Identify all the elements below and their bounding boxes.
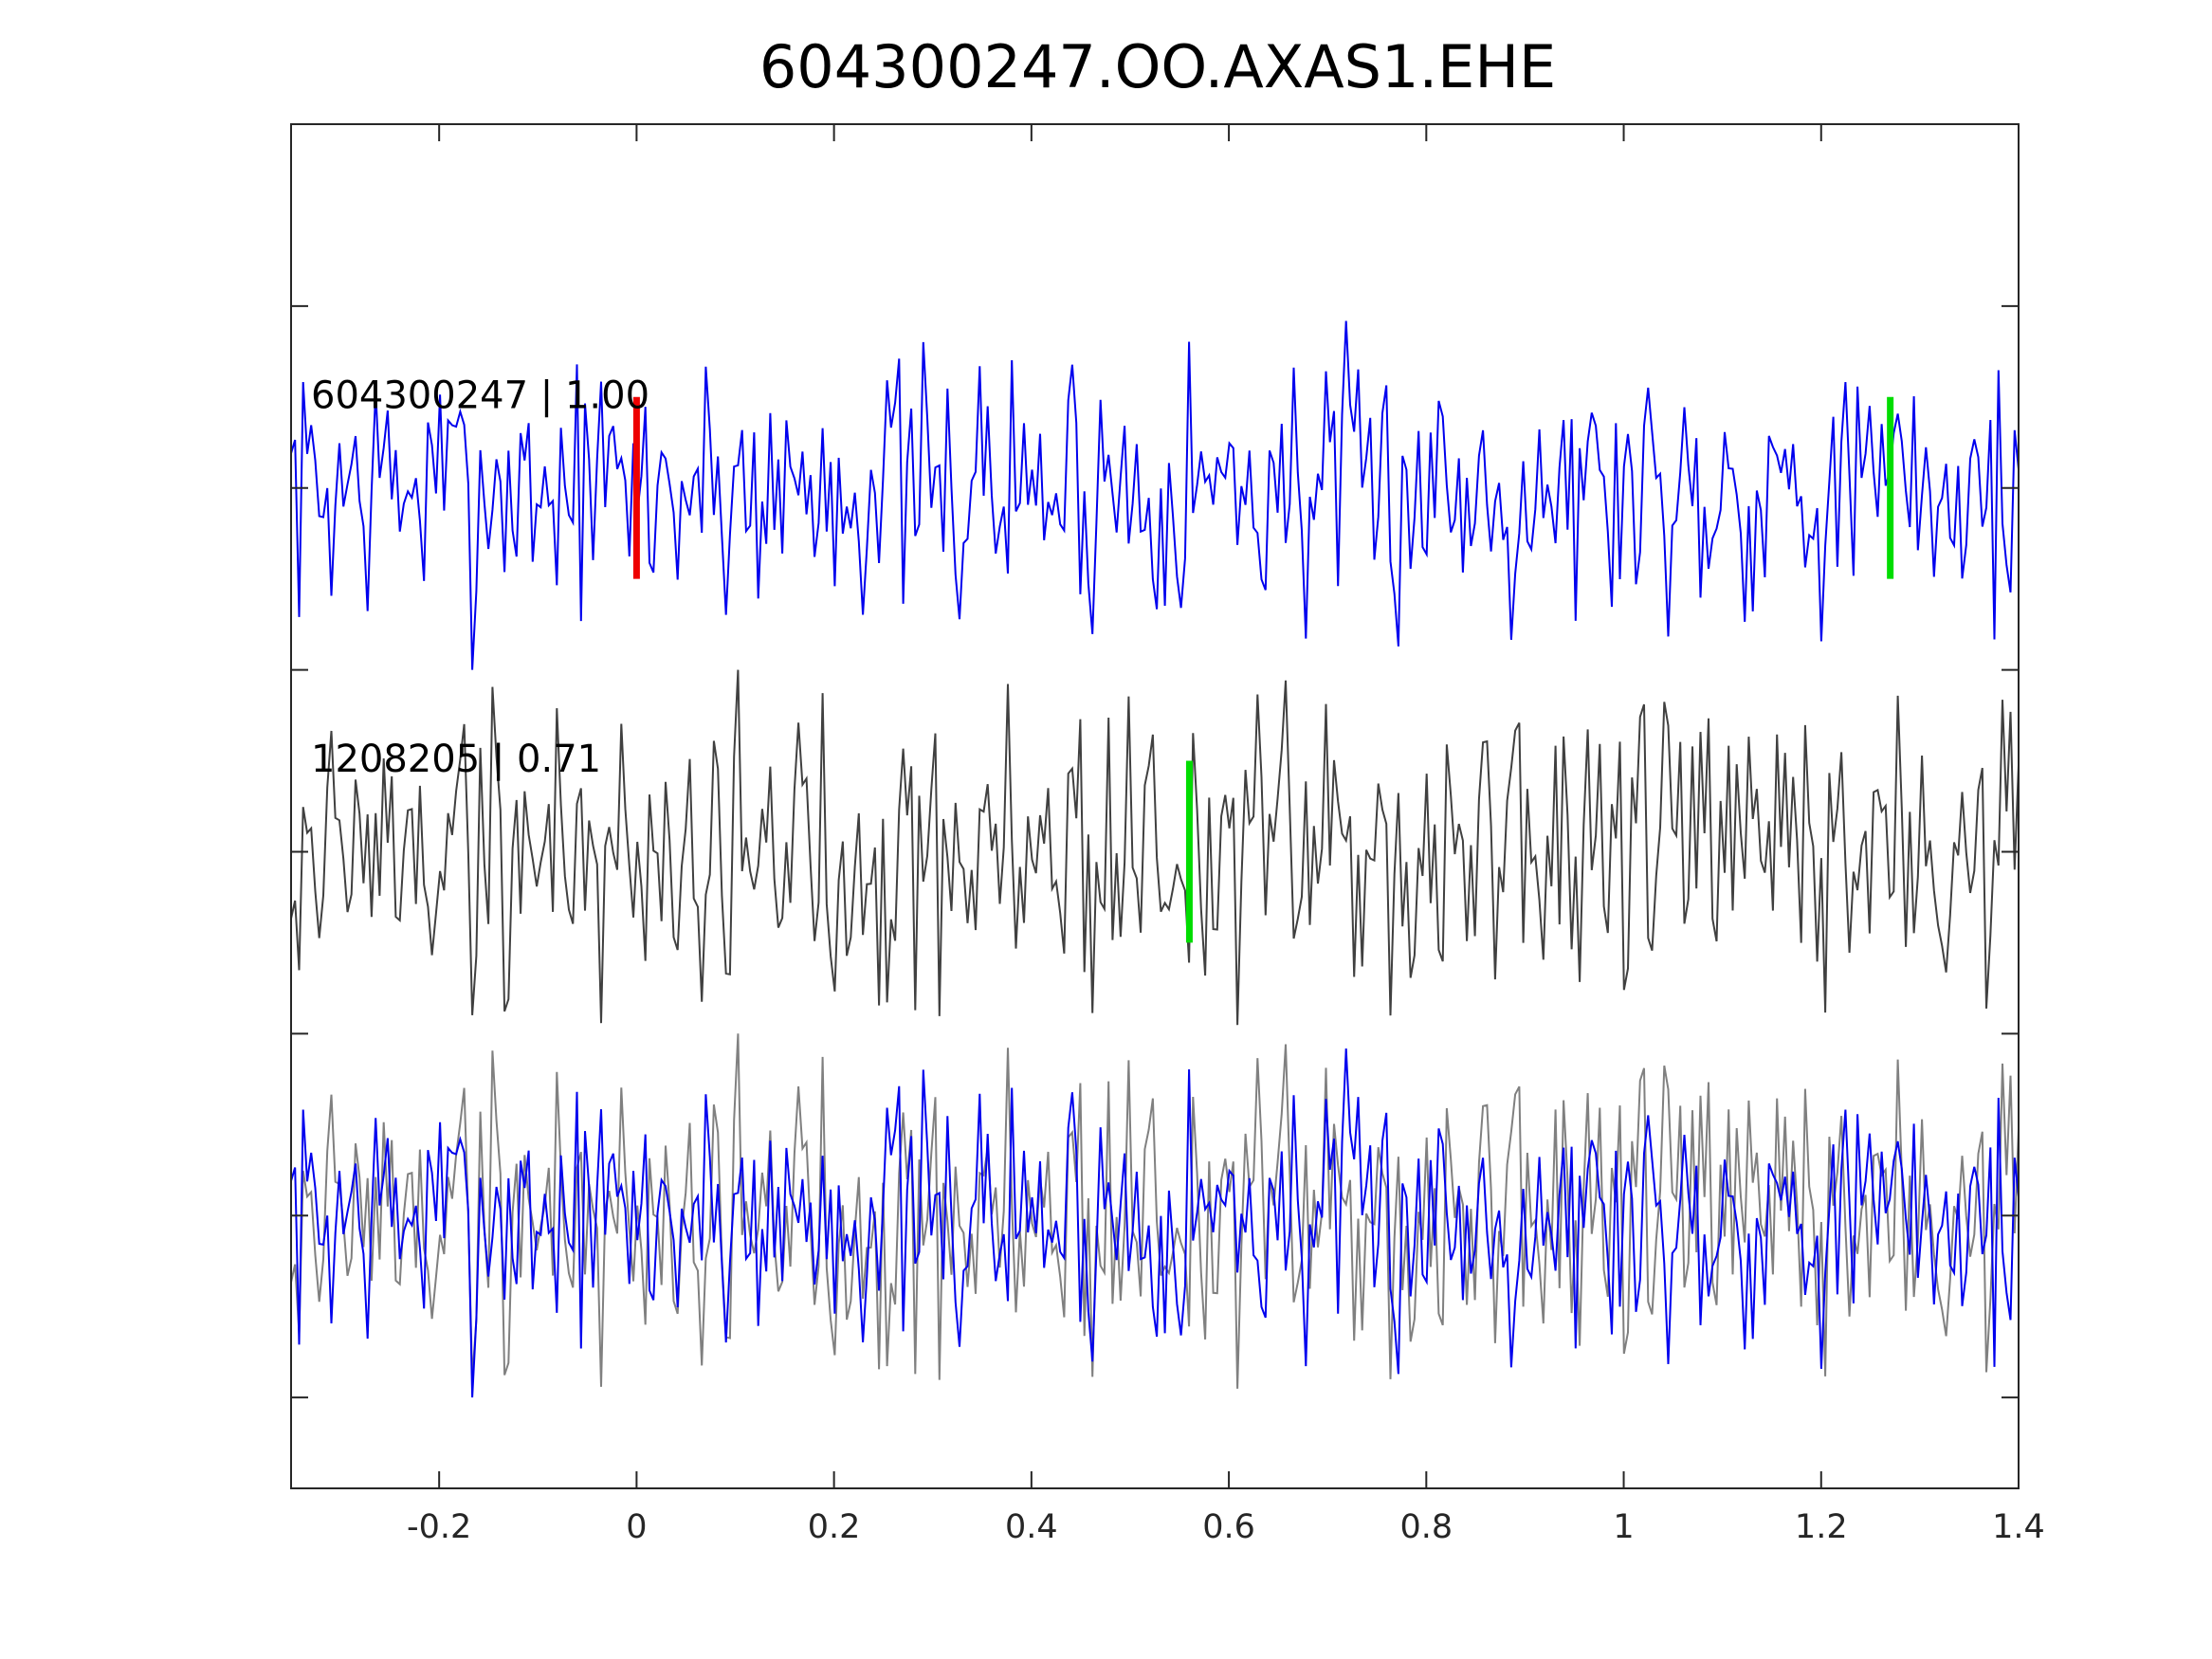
axes-box xyxy=(290,123,2020,1489)
trace-label-2: 1208205 | 0.71 xyxy=(311,738,601,781)
chart-title: 604300247.OO.AXAS1.EHE xyxy=(759,32,1556,101)
x-tick-label: 0.6 xyxy=(1202,1508,1255,1546)
overlay-trace-secondary xyxy=(290,1033,2020,1389)
plot-area xyxy=(290,320,2020,1398)
x-tick-label: 0.4 xyxy=(1005,1508,1058,1546)
x-tick-label: 1.4 xyxy=(1992,1508,2045,1546)
x-tick-label: -0.2 xyxy=(407,1508,471,1546)
trace-labels: 604300247 | 1.00 1208205 | 0.71 xyxy=(311,374,649,781)
x-tick-label: 0.8 xyxy=(1399,1508,1453,1546)
x-tick-label: 0 xyxy=(626,1508,647,1546)
trace-line-1 xyxy=(290,320,2020,670)
axis-ticks: -0.2 0 0.2 0.4 0.6 0.8 1 1.2 1.4 xyxy=(291,124,2045,1546)
x-tick-label: 0.2 xyxy=(808,1508,861,1546)
trace-line-2 xyxy=(290,669,2020,1026)
trace-label-1: 604300247 | 1.00 xyxy=(311,374,649,417)
overlay-trace-primary xyxy=(290,1048,2020,1398)
x-tick-label: 1.2 xyxy=(1795,1508,1848,1546)
x-tick-label: 1 xyxy=(1613,1508,1634,1546)
